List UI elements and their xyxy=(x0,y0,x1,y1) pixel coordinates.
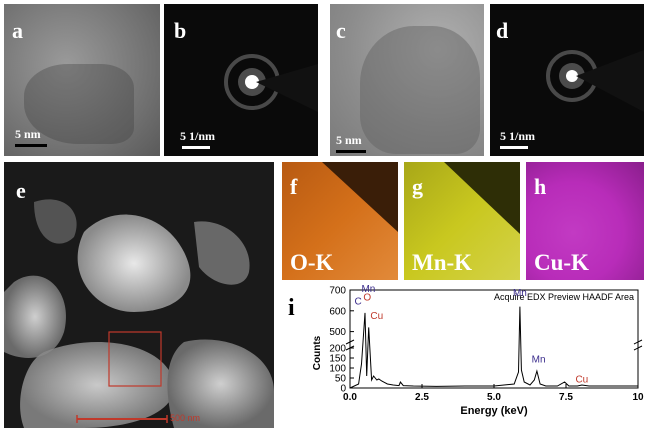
y-tick-label: 200 xyxy=(329,344,346,355)
panel-c: c 5 nm xyxy=(330,4,484,156)
y-tick-label: 100 xyxy=(329,364,346,375)
y-axis-break-right xyxy=(633,339,643,351)
y-axis-label: Counts xyxy=(312,335,323,370)
panel-d-scale-bar xyxy=(500,146,528,149)
y-tick-label: 50 xyxy=(335,374,347,385)
diffraction-pattern-b xyxy=(224,54,318,112)
panel-d-label: d xyxy=(496,18,509,43)
panel-a-scale-bar xyxy=(15,144,47,147)
panel-a: a 5 nm xyxy=(4,4,160,156)
peak-label: C xyxy=(354,297,361,308)
peak-label: Cu xyxy=(370,311,383,322)
panel-a-scale-text: 5 nm xyxy=(15,127,41,141)
panel-g: g Mn-K xyxy=(404,162,520,280)
panel-c-scale-bar xyxy=(336,150,366,153)
panel-b-scale-bar xyxy=(182,146,210,149)
panel-e-label: e xyxy=(16,178,26,203)
x-tick-label: 5.0 xyxy=(487,392,501,403)
panel-d: d 5 1/nm xyxy=(490,4,644,156)
chart-title: Acquire EDX Preview HAADF Area xyxy=(494,292,634,302)
panel-h-element: Cu-K xyxy=(534,250,589,275)
panel-b-scale-text: 5 1/nm xyxy=(180,129,216,143)
panel-f-element: O-K xyxy=(290,250,334,275)
peak-label: Mn xyxy=(361,284,375,295)
panel-c-label: c xyxy=(336,18,346,43)
panel-h-label: h xyxy=(534,174,547,199)
x-tick-label: 2.5 xyxy=(415,392,429,403)
panel-i: i 0 50 100 150 200 500 600 700 0.0 2.5 5.0 7.5 10 Ene… xyxy=(282,284,646,430)
peak-label: Mn xyxy=(513,288,527,299)
plot-frame xyxy=(349,289,639,389)
panel-a-label: a xyxy=(12,18,23,43)
peak-label: Mn xyxy=(532,354,546,365)
panel-b: b 5 1/nm xyxy=(164,4,318,156)
spectrum-line xyxy=(349,306,638,389)
panel-e: e 500 nm xyxy=(4,162,274,428)
haadf-image xyxy=(4,199,274,428)
panel-i-label: i xyxy=(288,295,295,321)
peak-label: O xyxy=(363,292,371,303)
panel-d-scale-text: 5 1/nm xyxy=(500,129,536,143)
panel-f: f O-K xyxy=(282,162,398,280)
panel-b-label: b xyxy=(174,18,187,43)
x-tick-label: 0.0 xyxy=(343,392,357,403)
x-tick-label: 10 xyxy=(632,392,644,403)
diffraction-pattern-d xyxy=(546,50,644,112)
x-tick-label: 7.5 xyxy=(559,392,573,403)
y-tick-label: 700 xyxy=(329,286,346,297)
panel-f-label: f xyxy=(290,174,298,199)
y-tick-label: 0 xyxy=(340,384,346,395)
panel-c-scale-text: 5 nm xyxy=(336,133,362,147)
y-tick-label: 150 xyxy=(329,354,346,365)
peak-label: Cu xyxy=(575,374,588,385)
panel-h: h Cu-K xyxy=(526,162,644,280)
x-axis-label: Energy (keV) xyxy=(460,405,528,417)
panel-g-element: Mn-K xyxy=(412,250,473,275)
y-tick-label: 600 xyxy=(329,306,346,317)
panel-g-label: g xyxy=(412,174,423,199)
panel-e-scale-text: 500 nm xyxy=(170,413,201,423)
y-tick-label: 500 xyxy=(329,327,346,338)
